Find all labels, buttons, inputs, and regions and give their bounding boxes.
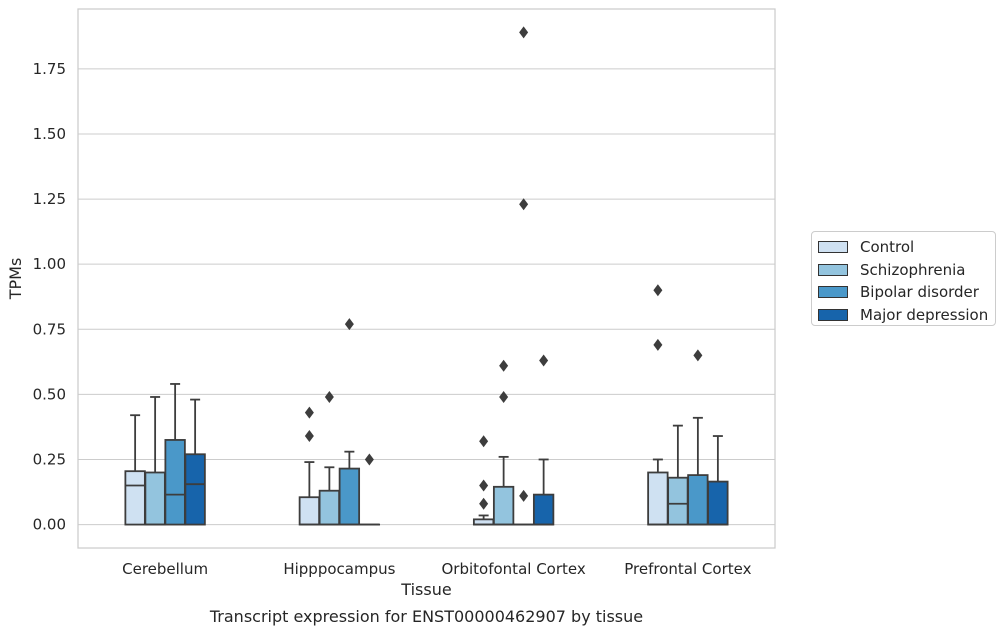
y-tick-label: 0.00: [33, 516, 66, 534]
y-tick-label: 1.00: [33, 255, 66, 273]
outlier-point: [344, 318, 354, 331]
outlier-point: [693, 349, 703, 362]
chart-caption: Transcript expression for ENST0000046290…: [209, 607, 643, 626]
box: [318, 489, 341, 526]
y-tick-label: 0.50: [33, 385, 66, 403]
legend-swatch-schizophrenia: [818, 263, 848, 276]
legend-item: Control: [818, 236, 989, 259]
outlier-point: [499, 359, 509, 372]
legend-label: Bipolar disorder: [860, 283, 979, 302]
box: [707, 480, 729, 526]
y-tick-label: 1.50: [33, 125, 66, 143]
legend-swatch-control: [818, 241, 848, 254]
y-tick-label: 0.75: [33, 320, 66, 338]
box: [647, 471, 669, 526]
outlier-point: [324, 390, 334, 403]
y-tick-label: 0.25: [33, 450, 66, 468]
outlier-point: [499, 390, 509, 403]
legend-label: Schizophrenia: [860, 260, 966, 279]
legend-swatch-bipolar: [818, 286, 848, 299]
outlier-point: [653, 338, 663, 351]
box: [687, 474, 709, 526]
legend: Control Schizophrenia Bipolar disorder M…: [811, 231, 996, 326]
outlier-point: [479, 497, 489, 510]
legend-item: Bipolar disorder: [818, 281, 989, 304]
plot-frame: [77, 8, 776, 549]
x-tick-label: Hipppocampus: [283, 560, 395, 578]
outlier-point: [519, 489, 529, 502]
outlier-point: [519, 26, 529, 39]
y-axis-label: TPMs: [6, 258, 25, 301]
outlier-point: [304, 430, 314, 443]
outlier-point: [539, 354, 549, 367]
box: [492, 485, 515, 526]
legend-label: Major depression: [860, 305, 989, 324]
x-tick-label: Cerebellum: [122, 560, 208, 578]
legend-item: Schizophrenia: [818, 259, 989, 282]
outlier-point: [304, 406, 314, 419]
x-tick-label: Prefrontal Cortex: [624, 560, 751, 578]
outlier-point: [653, 284, 663, 297]
box: [667, 476, 689, 526]
outlier-point: [519, 198, 529, 211]
legend-swatch-major-depression: [818, 308, 848, 321]
outlier-point: [479, 479, 489, 492]
box: [338, 467, 361, 526]
x-axis-label: Tissue: [400, 580, 451, 599]
box: [164, 439, 186, 526]
outlier-point: [364, 453, 374, 466]
legend-item: Major depression: [818, 304, 989, 327]
outlier-point: [479, 435, 489, 448]
y-tick-label: 1.75: [33, 60, 66, 78]
box: [144, 471, 166, 526]
box: [532, 493, 555, 526]
box: [184, 453, 206, 526]
x-tick-label: Orbitofontal Cortex: [442, 560, 586, 578]
y-tick-label: 1.25: [33, 190, 66, 208]
legend-label: Control: [860, 238, 915, 257]
box: [124, 470, 146, 526]
box: [298, 496, 321, 526]
